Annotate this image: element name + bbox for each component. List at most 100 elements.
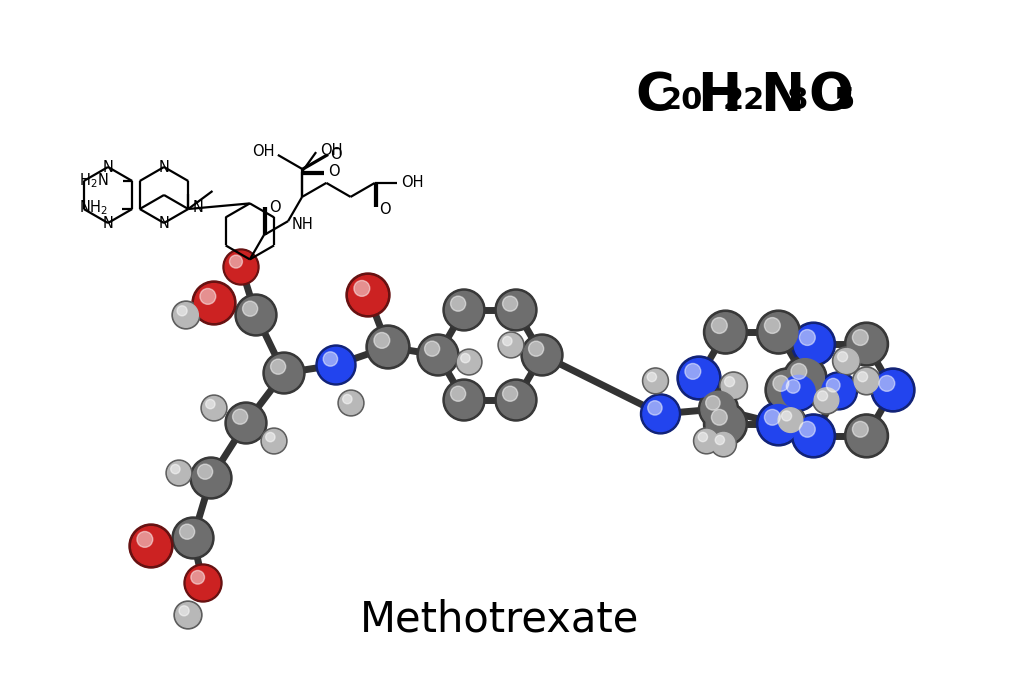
Circle shape (446, 291, 483, 329)
Circle shape (677, 356, 721, 400)
Circle shape (457, 351, 481, 374)
Circle shape (847, 417, 886, 456)
Circle shape (266, 355, 303, 391)
Circle shape (180, 524, 194, 539)
Circle shape (443, 289, 485, 331)
Circle shape (129, 524, 173, 568)
Circle shape (759, 404, 798, 443)
Text: 5: 5 (834, 86, 855, 115)
Circle shape (854, 368, 879, 394)
Circle shape (704, 310, 748, 354)
Circle shape (425, 341, 440, 356)
Text: N: N (102, 160, 114, 175)
Circle shape (191, 570, 205, 584)
Circle shape (524, 336, 561, 374)
Circle shape (786, 359, 825, 398)
Circle shape (764, 318, 781, 333)
Text: N: N (102, 216, 114, 231)
Circle shape (223, 249, 259, 285)
Circle shape (819, 372, 857, 410)
Circle shape (792, 414, 836, 458)
Circle shape (847, 325, 886, 364)
Circle shape (499, 333, 523, 357)
Text: H$_2$N: H$_2$N (79, 172, 108, 190)
Circle shape (497, 291, 534, 329)
Circle shape (201, 395, 227, 421)
Circle shape (648, 372, 657, 382)
Circle shape (192, 460, 229, 496)
Circle shape (374, 333, 390, 349)
Text: Methotrexate: Methotrexate (360, 599, 639, 641)
Circle shape (184, 564, 222, 602)
Circle shape (712, 432, 735, 456)
Circle shape (648, 401, 662, 415)
Circle shape (225, 402, 267, 444)
Circle shape (354, 280, 369, 296)
Circle shape (172, 301, 201, 329)
Circle shape (529, 341, 543, 356)
Circle shape (719, 372, 748, 400)
Text: O: O (330, 147, 342, 162)
Circle shape (186, 566, 220, 599)
Circle shape (879, 376, 895, 391)
Circle shape (817, 391, 828, 401)
Circle shape (227, 404, 265, 441)
Circle shape (132, 527, 171, 565)
Circle shape (172, 517, 214, 559)
Circle shape (794, 417, 833, 456)
Circle shape (764, 409, 781, 425)
Circle shape (450, 296, 465, 311)
Circle shape (698, 432, 708, 442)
Text: 8: 8 (786, 86, 807, 115)
Circle shape (783, 356, 827, 400)
Text: N: N (192, 201, 204, 216)
Circle shape (640, 394, 680, 434)
Circle shape (827, 379, 840, 392)
Circle shape (679, 359, 718, 398)
Circle shape (642, 368, 668, 394)
Circle shape (706, 313, 745, 351)
Circle shape (495, 289, 537, 331)
Circle shape (366, 325, 410, 369)
Circle shape (799, 329, 815, 345)
Circle shape (446, 381, 483, 419)
Circle shape (316, 345, 356, 385)
Circle shape (782, 375, 815, 409)
Text: 20: 20 (661, 86, 704, 115)
Circle shape (782, 411, 792, 421)
Circle shape (171, 464, 180, 474)
Circle shape (497, 381, 534, 419)
Circle shape (756, 402, 801, 446)
Circle shape (179, 606, 189, 616)
Circle shape (368, 327, 407, 366)
Circle shape (787, 380, 800, 394)
Text: O: O (379, 202, 391, 217)
Circle shape (190, 457, 232, 499)
Text: NH$_2$: NH$_2$ (79, 198, 108, 218)
Circle shape (502, 336, 513, 346)
Circle shape (338, 390, 364, 416)
Circle shape (711, 318, 727, 333)
Text: O: O (269, 200, 280, 215)
Circle shape (814, 388, 839, 413)
Circle shape (235, 294, 277, 336)
Circle shape (833, 347, 860, 375)
Circle shape (711, 409, 727, 425)
Circle shape (852, 421, 869, 437)
Circle shape (779, 408, 803, 432)
Circle shape (263, 352, 305, 394)
Circle shape (417, 334, 459, 376)
Circle shape (177, 306, 187, 316)
Circle shape (343, 394, 352, 404)
Text: 22: 22 (723, 86, 765, 115)
Circle shape (834, 349, 859, 373)
Text: NH: NH (293, 217, 314, 232)
Circle shape (199, 288, 216, 304)
Circle shape (706, 396, 720, 410)
Circle shape (502, 386, 518, 401)
Circle shape (346, 273, 390, 317)
Circle shape (852, 329, 869, 345)
Circle shape (765, 368, 809, 412)
Circle shape (685, 364, 701, 379)
Circle shape (323, 352, 338, 366)
